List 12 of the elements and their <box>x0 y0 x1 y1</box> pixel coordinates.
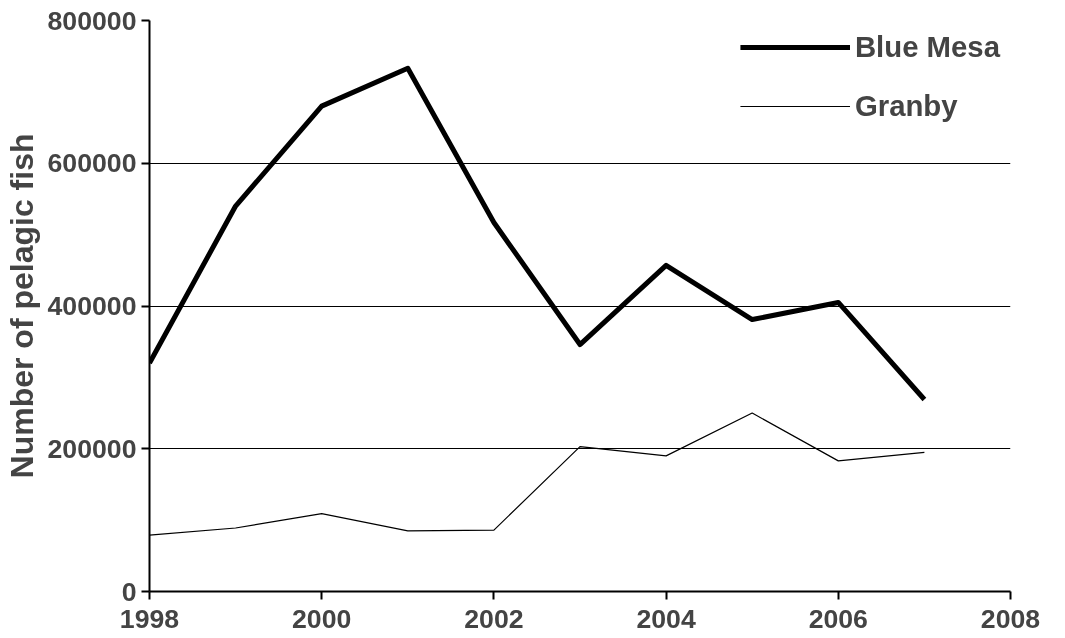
x-tick-label: 2002 <box>464 603 524 634</box>
y-tick-label: 600000 <box>47 148 137 179</box>
x-tick-label: 2008 <box>980 603 1041 634</box>
legend-label: Blue Mesa <box>854 30 1000 64</box>
y-tick-label: 200000 <box>47 433 137 464</box>
legend-label: Granby <box>854 89 958 123</box>
x-tick-label: 2006 <box>808 603 868 634</box>
y-tick-label: 800000 <box>47 5 137 36</box>
x-tick-label: 2004 <box>636 603 696 634</box>
x-tick-label: 2000 <box>292 603 352 634</box>
y-axis-title: Number of pelagic fish <box>3 133 40 479</box>
y-tick-label: 400000 <box>47 291 137 321</box>
